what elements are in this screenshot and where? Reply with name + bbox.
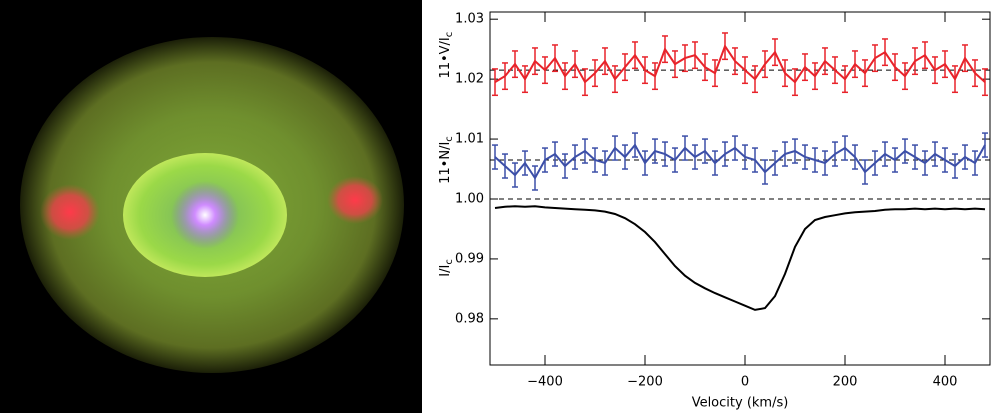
- x-tick-label: 400: [933, 375, 958, 390]
- y-axis-label-text: I/I: [438, 265, 453, 277]
- x-tick-label: 0: [741, 375, 749, 390]
- y-axis-label-subscript: c: [444, 136, 455, 142]
- plot-frame: [489, 11, 991, 366]
- y-tick-label: 0.98: [455, 311, 484, 326]
- y-tick-label: 1.03: [455, 12, 484, 27]
- error-bar: [982, 68, 988, 97]
- y-axis-label-subscript: c: [444, 32, 455, 38]
- y-axis-label: 11•V/Ic: [438, 32, 456, 79]
- x-tick-label: −200: [627, 375, 663, 390]
- x-tick-label: 200: [833, 375, 858, 390]
- y-tick-label: 1.02: [455, 72, 484, 87]
- x-axis-title: Velocity (km/s): [692, 396, 789, 411]
- x-tick-label: −400: [527, 375, 563, 390]
- data-line: [494, 205, 986, 311]
- chart: 0.98 0.99 1.00 1.01 1.02 1.03 −400 −200 0 200 400 V…: [438, 11, 991, 411]
- y-axis-label: 11•N/Ic: [438, 136, 456, 184]
- y-axis-label-text: 11•V/I: [438, 37, 453, 78]
- nebula-image: [0, 0, 422, 413]
- y-axis-label-subscript: c: [444, 259, 455, 265]
- y-tick-label: 1.00: [455, 191, 484, 206]
- y-tick-label: 1.01: [455, 132, 484, 147]
- y-axis-label-text: 11•N/I: [438, 142, 453, 184]
- error-bar: [492, 68, 498, 97]
- data-line: [494, 44, 986, 84]
- y-axis-label: I/Ic: [438, 259, 456, 277]
- data-line: [494, 143, 986, 180]
- y-tick-label: 0.99: [455, 251, 484, 266]
